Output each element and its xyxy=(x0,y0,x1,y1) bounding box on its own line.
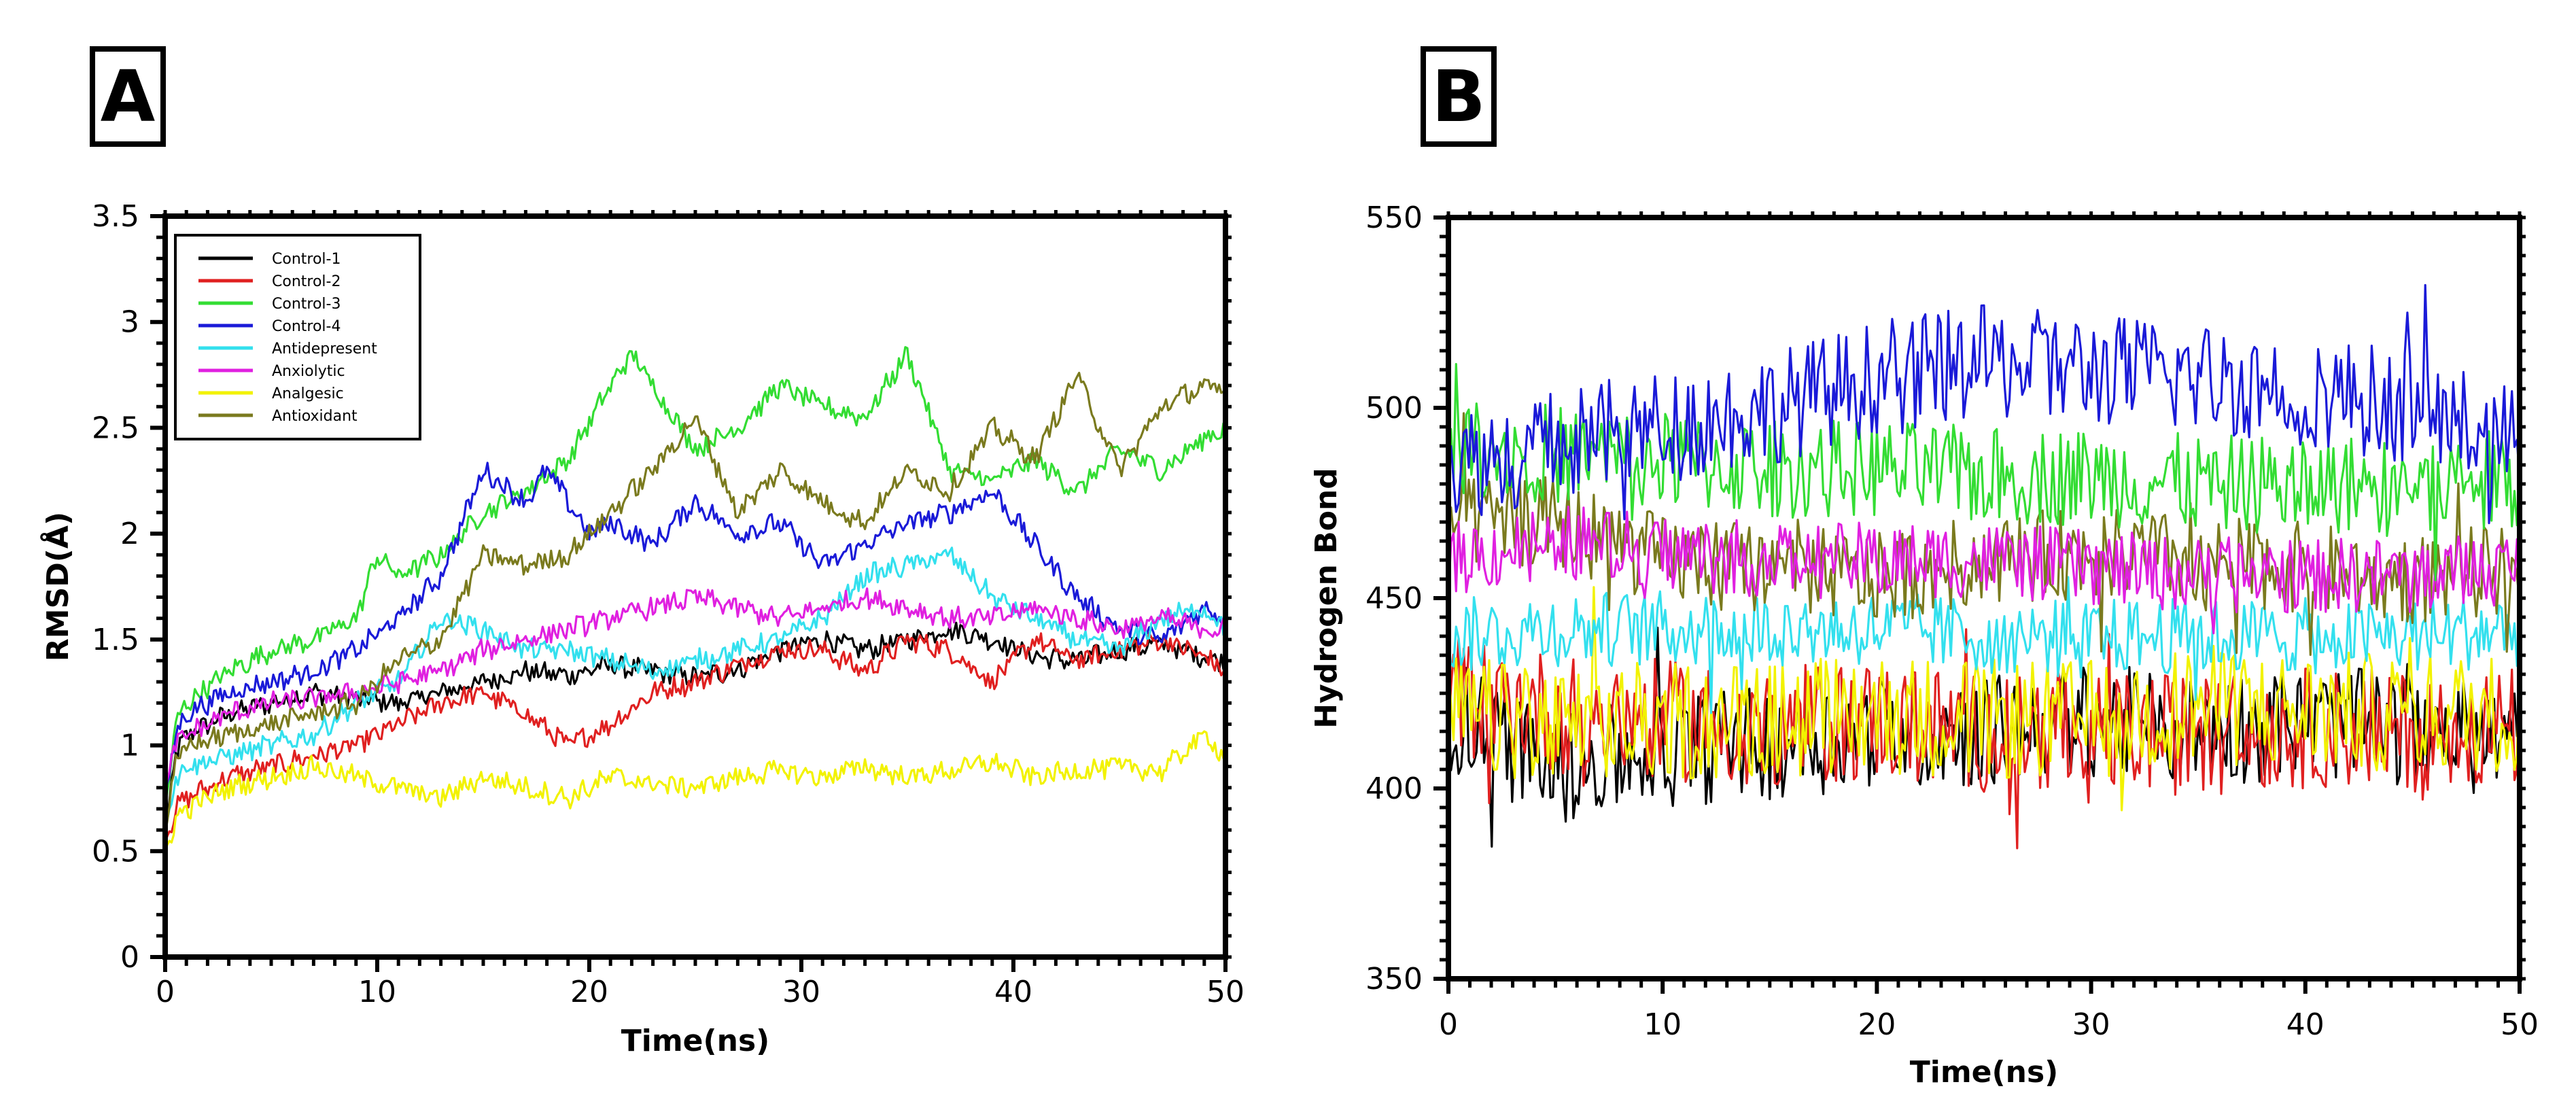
hbond-plot-frame xyxy=(1446,215,2522,981)
hbond-y-tick-label: 400 xyxy=(1365,771,1423,806)
hbond-series-control-4 xyxy=(1447,283,2521,525)
rmsd-x-axis-title: Time(ns) xyxy=(621,1024,770,1058)
rmsd-legend: Control-1 Control-2 Control-3 Control-4 Anti… xyxy=(174,234,421,440)
legend-label-control-4: Control-4 xyxy=(272,318,341,335)
hbond-x-tick-label: 50 xyxy=(2501,1007,2539,1042)
legend-box xyxy=(174,234,421,440)
rmsd-y-tick-label: 3 xyxy=(120,305,139,340)
panel-b-letter: B xyxy=(1431,55,1485,138)
rmsd-y-tick-label: 0 xyxy=(120,940,139,975)
rmsd-plot-frame xyxy=(162,213,1228,960)
hbond-series-anxiolytic xyxy=(1447,505,2521,635)
rmsd-y-tick-label: 2 xyxy=(120,517,139,551)
rmsd-series-analgesic xyxy=(164,730,1227,850)
rmsd-chart: 0 10 20 30 40 50 0 0.5 1 1.5 2 2.5 3 3.5 Time(ns) RMS… xyxy=(39,199,1245,1058)
panel-b-label: B xyxy=(1421,46,1497,147)
hbond-series-control-3 xyxy=(1447,362,2521,582)
panel-b-box xyxy=(1421,46,1497,147)
legend-label-control-2: Control-2 xyxy=(272,273,341,290)
hydrogen-bond-chart: 0 10 20 30 40 50 350 400 450 500 550 Time(ns) Hydr… xyxy=(1309,201,2539,1090)
rmsd-series-antidepresent xyxy=(164,546,1227,827)
rmsd-series-antioxidant xyxy=(164,371,1227,834)
rmsd-y-tick-label: 1 xyxy=(120,729,139,763)
hbond-series-antidepresent xyxy=(1447,576,2521,714)
hbond-y-axis-title: Hydrogen Bond xyxy=(1309,468,1344,729)
rmsd-series-anxiolytic xyxy=(164,587,1226,793)
rmsd-y-tick-label: 3.5 xyxy=(92,199,139,234)
rmsd-x-tick-label: 50 xyxy=(1206,975,1245,1009)
legend-label-anxiolytic: Anxiolytic xyxy=(272,363,345,380)
hbond-x-tick-label: 30 xyxy=(2072,1007,2110,1042)
rmsd-x-tick-label: 40 xyxy=(994,975,1032,1009)
legend-label-antidepresent: Antidepresent xyxy=(272,341,377,358)
hbond-y-tick-label: 450 xyxy=(1365,581,1423,616)
panel-a-box xyxy=(90,46,166,147)
legend-label-control-1: Control-1 xyxy=(272,251,341,268)
rmsd-y-tick-label: 0.5 xyxy=(92,834,139,869)
rmsd-y-axis-title: RMSD(Å) xyxy=(39,512,75,661)
rmsd-y-tick-label: 1.5 xyxy=(92,623,139,657)
panel-a-letter: A xyxy=(101,55,156,138)
hbond-ticks: 0 10 20 30 40 50 350 400 450 500 550 xyxy=(1365,201,2539,1042)
rmsd-y-tick-label: 2.5 xyxy=(92,411,139,445)
hbond-x-axis-title: Time(ns) xyxy=(1910,1055,2059,1090)
hbond-y-tick-label: 500 xyxy=(1365,391,1423,425)
rmsd-series-control-2 xyxy=(164,631,1227,844)
rmsd-series-lines xyxy=(164,346,1227,850)
hbond-y-tick-label: 350 xyxy=(1365,962,1423,996)
legend-label-analgesic: Analgesic xyxy=(272,385,344,402)
rmsd-series-control-4 xyxy=(164,462,1227,797)
hbond-x-tick-label: 10 xyxy=(1643,1007,1682,1042)
rmsd-x-tick-label: 30 xyxy=(782,975,820,1009)
rmsd-x-tick-label: 20 xyxy=(570,975,608,1009)
hbond-x-tick-label: 0 xyxy=(1439,1007,1458,1042)
hbond-series-control-2 xyxy=(1447,628,2521,850)
hbond-y-tick-label: 550 xyxy=(1365,201,1423,235)
rmsd-series-control-1 xyxy=(164,621,1227,829)
hbond-x-tick-label: 20 xyxy=(1858,1007,1896,1042)
rmsd-x-tick-label: 0 xyxy=(156,975,175,1009)
hbond-series-analgesic xyxy=(1447,586,2521,812)
rmsd-x-tick-label: 10 xyxy=(358,975,396,1009)
rmsd-series-control-3 xyxy=(164,346,1227,808)
hbond-x-tick-label: 40 xyxy=(2286,1007,2325,1042)
legend-label-antioxidant: Antioxidant xyxy=(272,408,358,425)
legend-label-control-3: Control-3 xyxy=(272,296,341,313)
hbond-series-lines xyxy=(1447,283,2521,850)
panel-a-label: A xyxy=(90,46,166,147)
